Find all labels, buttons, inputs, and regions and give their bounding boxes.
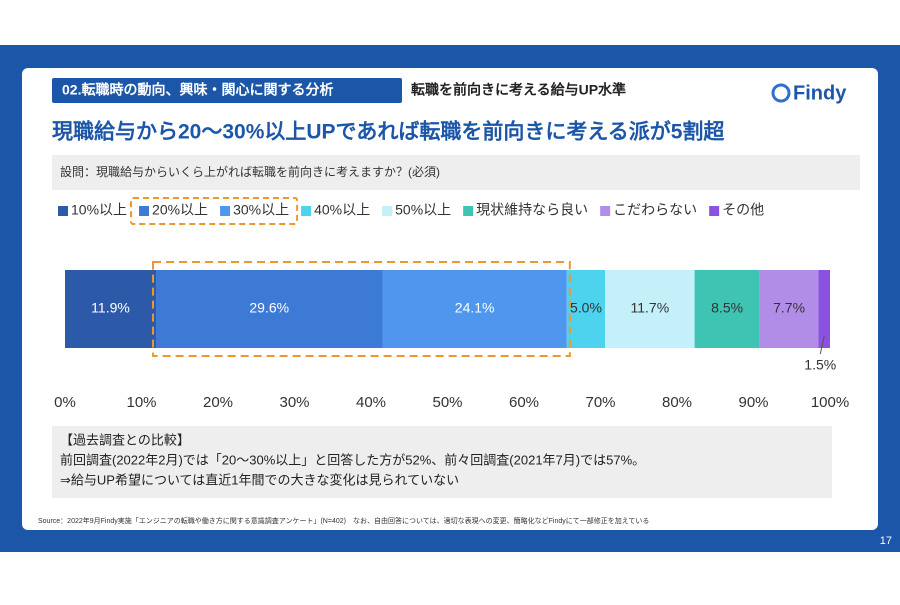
x-tick-label: 20% [203,394,233,411]
bar-segment [156,270,383,348]
legend-label: 20%以上 [152,202,208,218]
value-label: 29.6% [249,300,289,316]
logo-icon [771,83,791,103]
legend-label: 現状維持なら良い [476,202,588,218]
legend-swatch [58,206,68,216]
x-tick-label: 10% [126,394,156,411]
value-label: 1.5% [804,357,836,373]
x-tick-label: 90% [738,394,768,411]
value-label: 24.1% [455,300,495,316]
legend-label: 30%以上 [233,202,289,218]
bar-segment [382,270,567,348]
note-title: 【過去調査との比較】 [60,432,190,447]
section-tag: 02.転職時の動向、興味・関心に関する分析 [62,82,333,98]
x-tick-label: 0% [54,394,76,411]
value-label: 8.5% [711,300,743,316]
x-tick-label: 80% [662,394,692,411]
legend-swatch [463,206,474,216]
note-box [52,426,832,498]
value-label: 7.7% [773,300,805,316]
legend-swatch [382,206,393,216]
section-tag-bg [52,78,402,103]
value-label: 11.9% [91,300,130,316]
bar-segment [566,270,606,348]
x-tick-label: 60% [509,394,539,411]
legend-label: こだわらない [613,202,697,218]
note-line: ⇒給与UP希望については直近1年間での大きな変化は見られていない [60,472,459,487]
source: Source：2022年9月Findy実施「エンジニアの転職や働き方に関する意識… [38,516,649,525]
bar-segment [694,270,760,348]
bar-segment [759,270,819,348]
legend-label: 50%以上 [395,202,451,218]
bar-segment [818,270,830,348]
question: 設問：現職給与からいくら上がれば転職を前向きに考えますか？(必須) [60,164,440,179]
x-tick-label: 30% [279,394,309,411]
value-label: 11.7% [631,300,670,316]
leader-line [819,335,825,355]
chart-title: 現職給与から20〜30%以上UPであれば転職を前向きに考える派が5割超 [52,120,725,144]
bar-segment [65,270,157,348]
value-label: 5.0% [570,300,602,316]
legend-highlight [130,197,299,225]
x-tick-label: 70% [585,394,615,411]
logo: Findy [793,82,847,104]
note-line: 前回調査(2022年2月)では「20〜30%以上」と回答した方が52%、前々回調… [60,452,645,467]
legend-swatch [139,206,150,216]
bar-segment [605,270,695,348]
legend-label: 10%以上 [71,202,127,218]
legend-swatch [220,206,231,216]
page-number: 17 [880,535,892,547]
legend-label: その他 [722,202,764,218]
legend-label: 40%以上 [314,202,370,218]
legend-swatch [301,206,312,216]
legend-swatch [709,206,720,216]
highlight-box [152,261,571,357]
legend-swatch [600,206,611,216]
x-tick-label: 50% [432,394,462,411]
x-tick-label: 40% [356,394,386,411]
question-box [52,155,860,190]
x-tick-label: 100% [811,394,849,411]
topic: 転職を前向きに考える給与UP水準 [411,82,626,98]
